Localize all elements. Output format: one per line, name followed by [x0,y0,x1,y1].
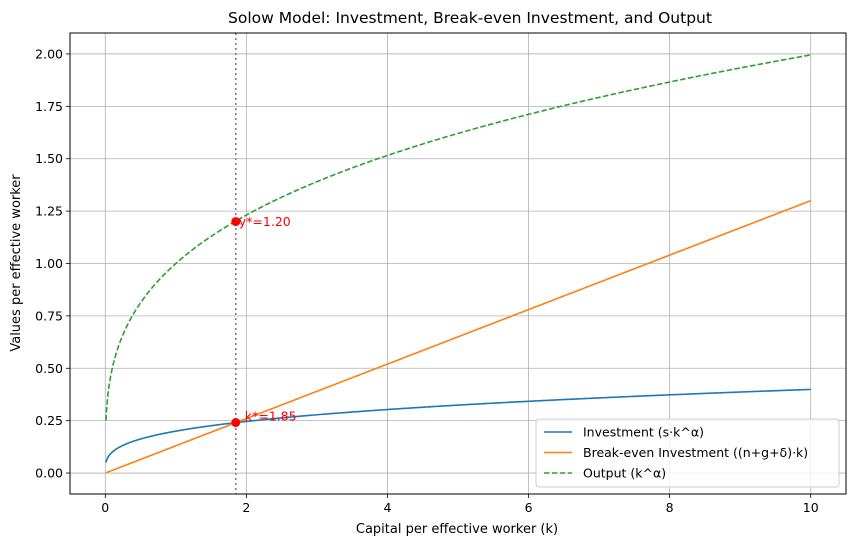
y-tick-label: 0.00 [35,466,63,481]
annotations: y*=1.20 k*=1.85 [231,33,297,494]
steady-state-output-point [231,217,241,227]
y-tick-label: 0.50 [35,361,63,376]
ticks: 0 2 4 6 8 10 0.00 0.25 0.50 0.75 1.00 1.25 1.50 1.75 2… [35,46,819,515]
y-tick-label: 0.75 [35,308,63,323]
y-tick-label: 0.25 [35,413,63,428]
legend-entry-breakeven: Break-even Investment ((n+g+δ)·k) [583,445,808,460]
x-axis-label: Capital per effective worker (k) [356,522,558,537]
y-tick-label: 1.25 [35,204,63,219]
x-tick-label: 4 [383,500,391,515]
series-line-output [105,54,811,421]
x-tick-label: 0 [101,500,109,515]
legend-box [535,418,840,488]
y-axis-label: Values per effective worker [9,174,24,352]
x-tick-label: 10 [803,500,819,515]
series-line-investment [105,388,811,463]
steady-state-k-point [231,418,241,428]
series-group [105,54,812,474]
series-line-breakeven [105,199,812,474]
legend: Investment (s·k^α) Break-even Investment … [535,418,840,488]
y-tick-label: 1.00 [35,256,63,271]
legend-entry-output: Output (k^α) [583,466,666,481]
y-tick-label: 2.00 [35,46,63,61]
y-tick-label: 1.50 [35,151,63,166]
x-tick-label: 2 [242,500,250,515]
grid [70,33,846,494]
legend-entry-investment: Investment (s·k^α) [583,425,704,440]
steady-state-k-label: k*=1.85 [245,409,297,424]
steady-state-y-label: y*=1.20 [239,214,291,229]
y-tick-label: 1.75 [35,99,63,114]
chart-title: Solow Model: Investment, Break-even Inve… [228,9,712,27]
x-tick-label: 6 [525,500,533,515]
x-tick-label: 8 [666,500,674,515]
